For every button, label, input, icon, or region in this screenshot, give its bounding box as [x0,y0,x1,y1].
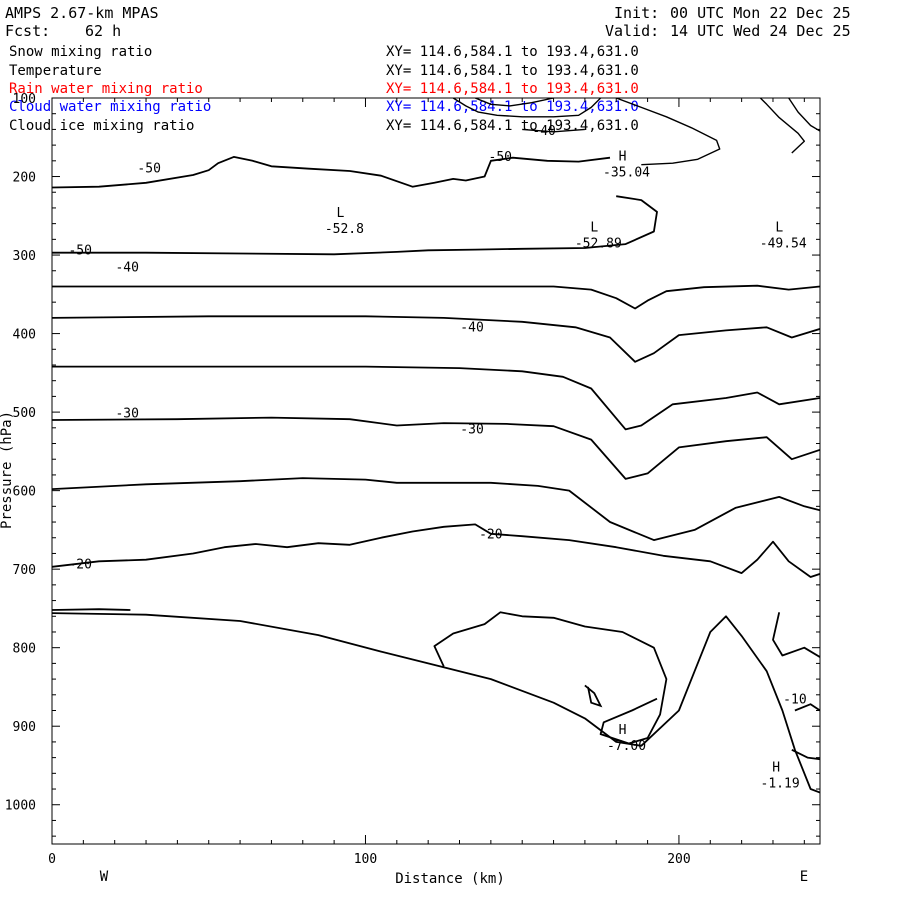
temperature-contour [52,477,820,541]
temperature-contour [52,365,820,431]
forecast-hours: 62 h [85,22,122,40]
contour-value-label: -40 [115,261,138,276]
contour-value-label: -20 [68,557,91,572]
temperature-contour [52,612,820,794]
y-tick-label: 500 [13,406,36,421]
temperature-contour [433,611,668,745]
legend-temperature-name: Temperature [9,63,102,79]
temperature-contour [52,195,658,256]
contour-value-label: -40 [532,124,555,139]
extremum-value-label: -35.04 [603,166,650,181]
y-tick-label: 700 [13,563,36,578]
contour-value-label: -30 [115,407,138,422]
extremum-value-label: -49.54 [760,236,807,251]
temperature-contour [791,748,820,761]
axis-ticks-group: 100 200 300 400 500 600 700 800 900 1000 0 100 200 [5,92,820,867]
contour-value-label: -30 [460,422,483,437]
low-marker-label: L [336,206,344,221]
y-tick-label: 800 [13,642,36,657]
valid-label: Valid: [605,22,660,40]
y-tick-label: 600 [13,485,36,500]
y-tick-label: 100 [13,92,36,107]
y-tick-label: 900 [13,720,36,735]
y-tick-label: 400 [13,328,36,343]
temperature-contour [52,523,820,578]
temperature-contour [52,156,611,189]
y-axis-label: Pressure (hPa) [0,411,15,529]
temperature-contour [52,608,131,611]
cloud-ice-contour [452,98,602,118]
contour-lines-group [52,98,820,794]
legend-cloud-water-name: Cloud water mixing ratio [9,99,212,115]
contour-value-label: -10 [783,693,806,708]
y-tick-label: 1000 [5,799,36,814]
valid-time: 14 UTC Wed 24 Dec 25 [670,22,851,40]
contour-value-label: -50 [489,150,512,165]
x-axis-east-label: E [800,869,808,885]
temperature-contour [794,703,820,712]
extremum-value-label: -1.19 [761,777,800,792]
legend-rain-xy: XY= 114.6,584.1 to 193.4,631.0 [386,81,639,97]
extremum-value-label: -7.00 [607,739,646,754]
x-axis-label: Distance (km) [395,871,505,887]
temperature-contour [52,416,820,480]
y-tick-label: 200 [13,171,36,186]
y-tick-label: 300 [13,249,36,264]
contour-labels-group: -50-50-50-40-40-40-30-30-20-20-10L-52.8 L… [68,124,806,792]
low-marker-label: L [590,220,598,235]
temperature-contour [52,315,820,363]
low-marker-label: L [775,220,783,235]
cloud-ice-contour [788,98,820,132]
legend-temperature-xy: XY= 114.6,584.1 to 193.4,631.0 [386,63,639,79]
plot-frame-group [51,97,821,845]
forecast-label: Fcst: [5,22,51,40]
high-marker-label: H [619,150,627,165]
rain-water-contour [584,684,603,708]
legend-rain-name: Rain water mixing ratio [9,81,203,97]
contour-value-label: -50 [137,162,160,177]
temperature-contour [772,612,820,658]
legend-snow-name: Snow mixing ratio [9,44,153,60]
x-axis-west-label: W [100,869,109,885]
init-time: 00 UTC Mon 22 Dec 25 [670,4,851,22]
high-marker-label: H [619,723,627,738]
legend-snow-xy: XY= 114.6,584.1 to 193.4,631.0 [386,44,639,60]
cloud-ice-contour [474,98,554,107]
temperature-contour [52,284,820,310]
extremum-value-label: -52.8 [325,222,364,237]
cloud-ice-contour [522,128,585,133]
init-label: Init: [614,4,660,22]
plot-frame [51,97,821,845]
x-tick-label: 200 [667,852,690,867]
contour-value-label: -40 [460,320,483,335]
cloud-ice-contour [615,98,721,166]
contour-value-label: -20 [479,528,502,543]
contour-value-label: -50 [68,243,91,258]
high-marker-label: H [772,761,780,776]
cloud-ice-contour [759,98,805,154]
extremum-value-label: -52.89 [575,236,622,251]
model-title: AMPS 2.67-km MPAS [5,4,159,22]
legend-cloud-ice-name: Cloud ice mixing ratio [9,118,195,134]
x-tick-label: 0 [48,852,56,867]
x-tick-label: 100 [354,852,377,867]
